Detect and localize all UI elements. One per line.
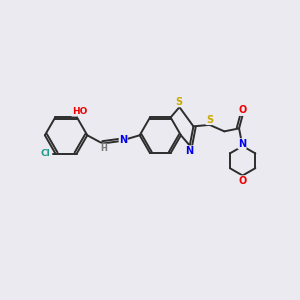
Text: N: N bbox=[185, 146, 193, 156]
Text: O: O bbox=[238, 106, 247, 116]
Text: H: H bbox=[100, 144, 107, 153]
Text: N: N bbox=[238, 139, 246, 149]
Text: S: S bbox=[175, 97, 182, 107]
Text: HO: HO bbox=[72, 107, 87, 116]
Text: Cl: Cl bbox=[41, 149, 51, 158]
Text: N: N bbox=[119, 135, 127, 145]
Text: S: S bbox=[206, 115, 213, 124]
Text: O: O bbox=[238, 176, 247, 186]
